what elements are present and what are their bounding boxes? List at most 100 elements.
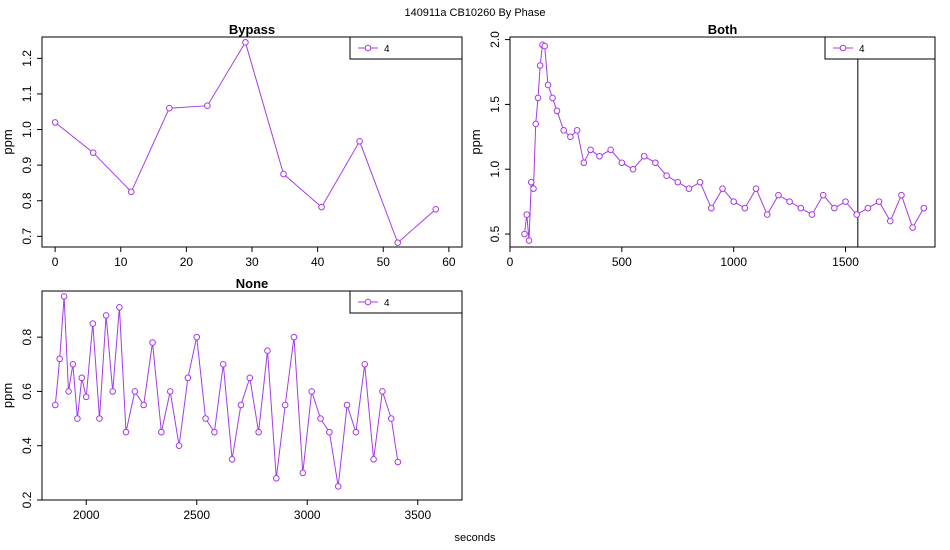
series-line <box>524 43 925 241</box>
legend-label: 4 <box>384 44 390 55</box>
data-point <box>909 224 916 231</box>
data-point <box>607 146 614 154</box>
data-point <box>69 360 77 368</box>
data-point <box>663 172 670 180</box>
data-point <box>898 191 905 199</box>
data-point <box>730 198 737 205</box>
data-point <box>140 401 147 409</box>
data-point <box>202 415 209 422</box>
y-tick-label: 0.8 <box>20 192 34 209</box>
data-point <box>51 401 59 409</box>
y-tick-label: 0.7 <box>20 228 34 245</box>
data-point <box>549 94 556 102</box>
x-tick-label: 60 <box>442 255 456 269</box>
panel-bypass: Bypass ppm 0 10 20 30 40 50 60 0.7 0.8 0.9 1.0 1.1 1.2… <box>0 22 463 269</box>
data-point <box>166 104 173 112</box>
data-point <box>299 469 307 477</box>
data-point <box>831 204 838 212</box>
data-point <box>596 152 603 160</box>
data-point <box>352 428 360 436</box>
y-tick-label: 1.5 <box>488 96 502 113</box>
data-point <box>741 204 749 212</box>
data-point <box>629 165 637 173</box>
legend-box <box>349 36 463 60</box>
y-tick-label: 1.1 <box>20 85 34 102</box>
data-point <box>281 401 289 409</box>
data-point <box>326 428 333 436</box>
y-tick-label: 1.0 <box>488 161 502 178</box>
data-point <box>237 401 245 409</box>
data-point <box>317 415 324 422</box>
data-point <box>696 178 704 186</box>
figure-title: 140911a CB10260 By Phase <box>404 7 545 19</box>
data-point <box>96 415 103 422</box>
data-point <box>525 237 533 244</box>
x-tick-label: 0 <box>507 255 514 269</box>
data-point <box>343 401 351 409</box>
data-point <box>280 170 287 178</box>
y-tick-label: 1.0 <box>20 121 34 138</box>
y-axis-label: ppm <box>0 383 15 408</box>
y-tick-label: 0.6 <box>20 383 34 400</box>
data-point <box>808 211 816 218</box>
data-point <box>356 137 363 145</box>
data-point <box>228 455 236 463</box>
data-point <box>56 355 63 363</box>
plot-frame <box>41 36 463 248</box>
data-point <box>819 191 827 199</box>
data-point <box>719 185 726 192</box>
data-point <box>211 428 218 436</box>
data-point <box>89 149 97 156</box>
data-point <box>567 133 574 141</box>
data-point <box>116 303 123 311</box>
data-point <box>853 211 861 218</box>
data-point <box>521 230 528 238</box>
data-point <box>51 119 59 126</box>
y-tick-label: 2.0 <box>488 31 502 48</box>
x-tick-label: 3000 <box>294 508 321 522</box>
data-point <box>82 393 90 401</box>
data-point <box>886 217 894 225</box>
data-point <box>534 94 542 102</box>
data-point <box>109 388 117 395</box>
data-point <box>65 388 72 395</box>
data-point <box>532 120 540 128</box>
data-point <box>775 191 782 199</box>
data-point <box>74 415 81 422</box>
data-point <box>102 312 110 319</box>
data-point <box>273 474 280 482</box>
data-point <box>379 388 386 395</box>
data-point <box>842 198 849 205</box>
data-point <box>361 360 369 368</box>
figure-xlabel: seconds <box>455 532 496 544</box>
y-axis-label: ppm <box>0 129 15 154</box>
data-point <box>370 455 377 463</box>
data-point <box>541 42 548 50</box>
data-point <box>193 333 201 341</box>
data-point <box>184 374 192 382</box>
x-tick-label: 3500 <box>404 508 431 522</box>
data-point <box>920 204 928 212</box>
data-point <box>127 188 135 196</box>
data-point <box>60 293 68 300</box>
data-point <box>560 127 567 134</box>
data-point <box>318 203 325 211</box>
data-point <box>158 428 165 436</box>
x-tick-label: 30 <box>245 255 259 269</box>
data-point <box>708 204 715 212</box>
panel-both: Both ppm 0 500 1000 1500 0.5 1.0 1.5 2.0 4 <box>468 22 936 269</box>
data-point <box>573 127 581 134</box>
x-tick-label: 40 <box>311 255 325 269</box>
y-tick-label: 0.4 <box>20 437 34 454</box>
data-point <box>544 81 552 89</box>
data-point <box>264 347 271 355</box>
series-line <box>54 296 399 487</box>
panel-none: None ppm 2000 2500 3000 3500 0.2 0.4 0.6 0.8 4 <box>0 276 463 522</box>
data-point <box>246 374 254 382</box>
legend-box <box>824 36 936 60</box>
data-point <box>763 211 771 218</box>
y-tick-label: 0.5 <box>488 225 502 242</box>
data-point <box>131 388 139 395</box>
x-tick-label: 20 <box>180 255 194 269</box>
